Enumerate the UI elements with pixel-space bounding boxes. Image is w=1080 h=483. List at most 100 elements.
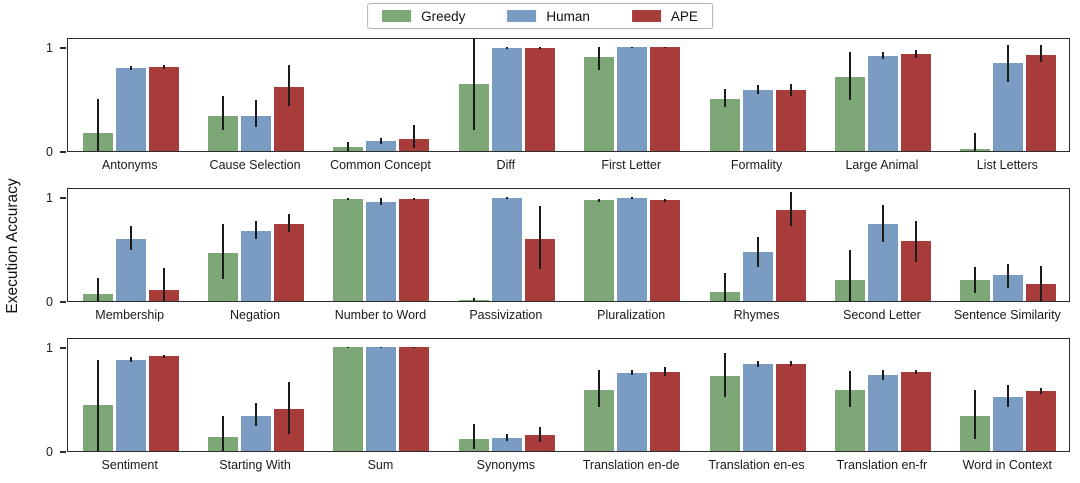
bar-greedy (584, 56, 615, 151)
error-bar (162, 65, 165, 70)
error-bar (505, 47, 508, 50)
error-bar (598, 199, 601, 202)
bar-ape (1026, 390, 1057, 451)
error-bar (881, 370, 884, 380)
category-label: Starting With (219, 458, 291, 472)
subplot-row-3 (67, 338, 1070, 452)
bar-greedy (584, 200, 615, 301)
category-label: Cause Selection (209, 158, 301, 172)
y-tick-mark (60, 197, 66, 199)
legend: Greedy Human APE (367, 3, 713, 29)
error-bar (255, 403, 258, 427)
error-bar (631, 370, 634, 376)
error-bar (472, 297, 475, 301)
bar-ape (650, 47, 681, 151)
y-tick-mark (60, 151, 66, 153)
error-bar (631, 197, 634, 200)
bar-human (366, 201, 397, 301)
bar-human (115, 68, 146, 151)
error-bar (881, 51, 884, 59)
bar-human (617, 373, 648, 451)
legend-label-greedy: Greedy (421, 8, 466, 24)
error-bar (129, 356, 132, 362)
category-label: List Letters (976, 158, 1038, 172)
bar-greedy (709, 99, 740, 151)
error-bar (723, 88, 726, 108)
error-bar (664, 199, 667, 202)
error-bar (756, 360, 759, 368)
error-bar (413, 198, 416, 201)
bar-human (867, 375, 898, 451)
bar-ape (650, 200, 681, 301)
error-bar (380, 198, 383, 205)
y-tick-label: 1 (46, 41, 53, 56)
error-bar (538, 427, 541, 442)
error-bar (472, 424, 475, 449)
subplot-row-1 (67, 38, 1070, 152)
category-label: Common Concept (330, 158, 431, 172)
error-bar (914, 50, 917, 58)
bar-ape (274, 224, 305, 301)
category-label: Translation en-fr (836, 458, 928, 472)
error-bar (848, 250, 851, 301)
greedy-swatch-icon (382, 10, 412, 22)
error-bar (288, 213, 291, 232)
error-bar (288, 381, 291, 435)
error-bar (1007, 263, 1010, 288)
error-bar (723, 352, 726, 398)
category-label: Negation (230, 308, 281, 322)
bar-greedy (333, 347, 364, 451)
legend-item-ape: APE (631, 9, 698, 24)
bar-ape (524, 435, 555, 451)
bar-human (491, 48, 522, 151)
y-tick-mark (60, 347, 66, 349)
bar-human (366, 347, 397, 451)
error-bar (974, 133, 977, 151)
category-label: Membership (95, 308, 165, 322)
y-axis-label: Execution Accuracy (4, 178, 21, 314)
bar-ape (775, 89, 806, 151)
error-bar (664, 367, 667, 377)
y-tick-label: 1 (46, 191, 53, 206)
error-bar (96, 359, 99, 451)
bar-human (867, 55, 898, 151)
ape-swatch-icon (631, 10, 661, 22)
category-label: Number to Word (334, 308, 427, 322)
error-bar (129, 66, 132, 71)
error-bar (1007, 384, 1010, 408)
error-bar (974, 266, 977, 293)
category-label: Second Letter (843, 308, 921, 322)
error-bar (598, 370, 601, 408)
bar-ape (399, 199, 430, 301)
bar-human (617, 198, 648, 301)
error-bar (380, 347, 383, 349)
error-bar (664, 47, 667, 49)
error-bar (255, 100, 258, 128)
error-bar (789, 360, 792, 367)
bar-ape (900, 53, 931, 151)
error-bar (288, 64, 291, 107)
category-label: First Letter (601, 158, 662, 172)
error-bar (96, 278, 99, 301)
category-label: Formality (730, 158, 783, 172)
error-bar (255, 221, 258, 239)
y-tick-label: 0 (46, 145, 53, 159)
error-bar (756, 84, 759, 94)
y-tick-label: 0 (46, 295, 53, 309)
human-swatch-icon (507, 10, 537, 22)
error-bar (914, 370, 917, 375)
error-bar (222, 224, 225, 280)
error-bar (380, 137, 383, 144)
bar-greedy (333, 199, 364, 301)
error-bar (848, 51, 851, 101)
y-tick-label: 0 (46, 445, 53, 459)
bar-human (366, 140, 397, 151)
bar-human (491, 198, 522, 301)
subplot-row-2 (67, 188, 1070, 302)
bar-human (742, 363, 773, 451)
error-bar (538, 47, 541, 50)
error-bar (129, 226, 132, 251)
legend-label-human: Human (546, 8, 590, 24)
legend-item-human: Human (507, 9, 590, 24)
error-bar (1040, 265, 1043, 301)
